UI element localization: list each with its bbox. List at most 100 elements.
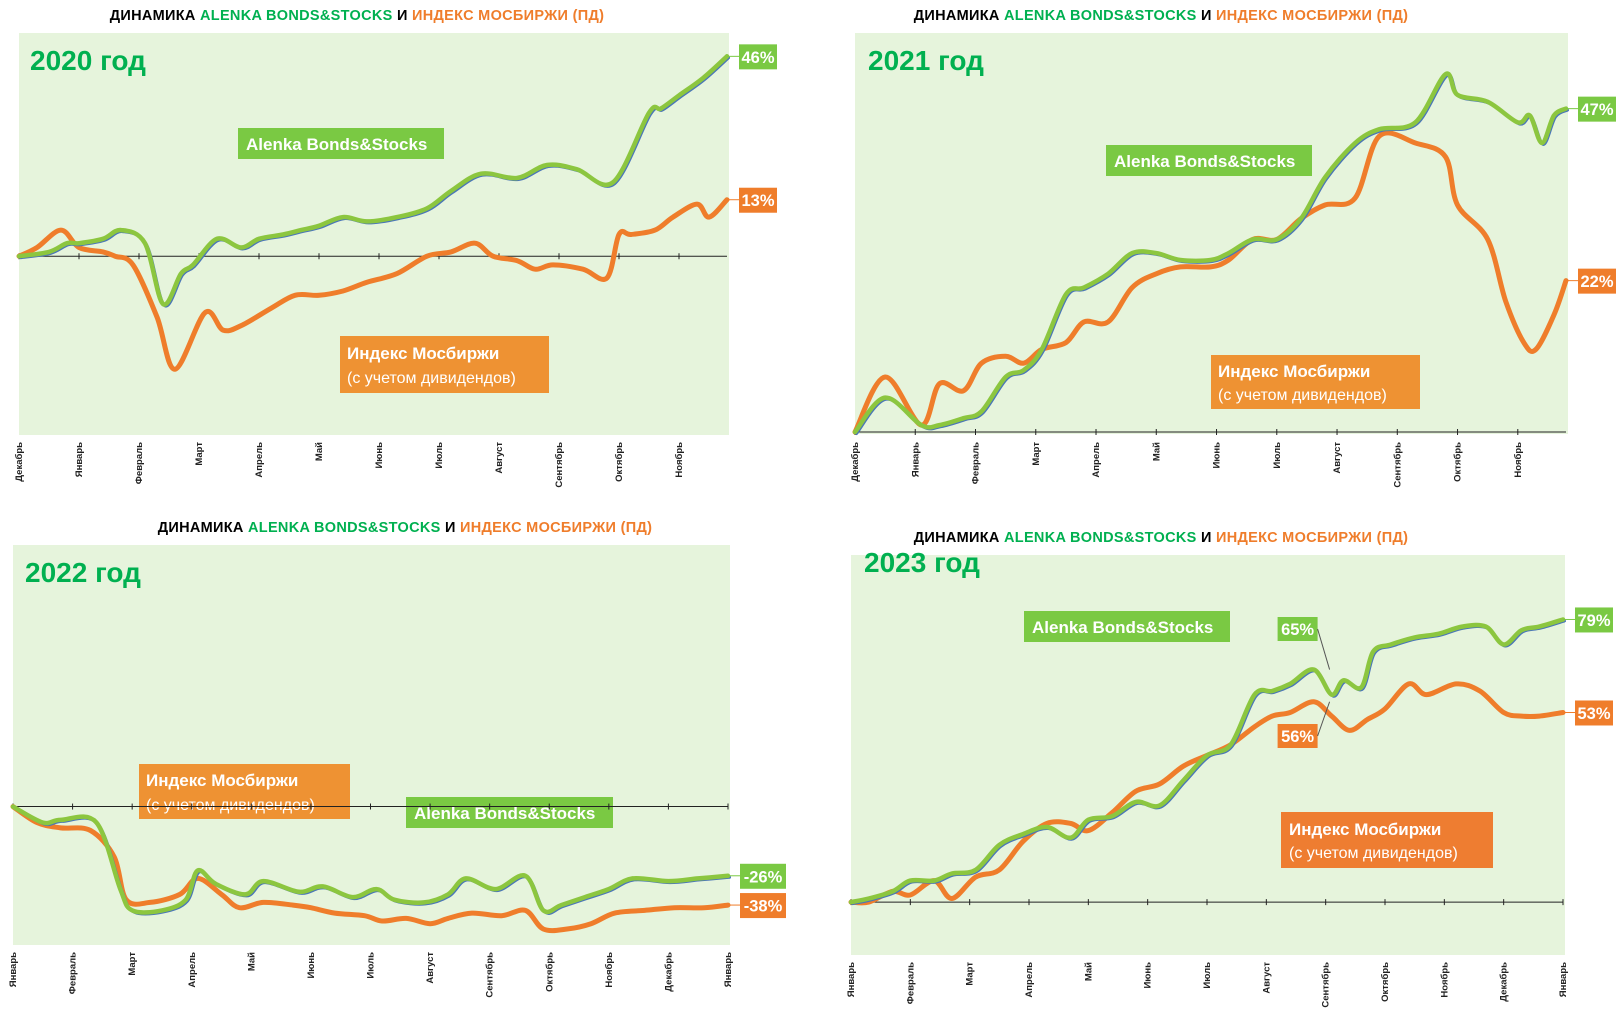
alenka-box-2021: Alenka Bonds&Stocks — [1106, 145, 1312, 176]
x-tick-label: Февраль — [68, 952, 79, 994]
index-label-2022: Индекс Мосбиржи — [146, 771, 298, 790]
x-tick-label: Октябрь — [1380, 962, 1391, 1002]
alenka-box-2023: Alenka Bonds&Stocks — [1024, 611, 1230, 642]
plot-area-2022 — [13, 545, 730, 945]
alenka-label-2020: Alenka Bonds&Stocks — [246, 135, 427, 154]
x-tick-label: Декабрь — [14, 442, 25, 482]
end-value-label: 22% — [1580, 273, 1613, 291]
x-tick-label: Апрель — [254, 442, 265, 478]
series-line-index — [16, 197, 730, 372]
x-tick-label: Июль — [1272, 442, 1283, 469]
index-sublabel-2023: (с учетом дивидендов) — [1289, 845, 1458, 862]
chart-title-2023: ДИНАМИКА ALENKA BONDS&STOCKS И ИНДЕКС МО… — [914, 530, 1408, 546]
year-label-2022: 2022 год — [25, 557, 141, 588]
x-tick-label: Март — [127, 952, 138, 976]
x-tick-label: Июнь — [374, 442, 385, 469]
end-value-label: 46% — [741, 49, 774, 67]
index-sublabel-2021: (с учетом дивидендов) — [1218, 387, 1387, 404]
x-tick-label: Сентябрь — [554, 442, 565, 488]
index-box-2020: Индекс Мосбиржи (с учетом дивидендов) — [340, 336, 549, 393]
x-tick-label: Февраль — [905, 962, 916, 1004]
year-label-2020: 2020 год — [30, 45, 146, 76]
index-box-2023: Индекс Мосбиржи (с учетом дивидендов) — [1281, 812, 1493, 868]
series-line-index — [852, 130, 1569, 435]
annotation-value: 56% — [1281, 728, 1314, 746]
x-tick-label: Январь — [846, 962, 857, 997]
x-tick-label: Май — [314, 442, 325, 461]
x-tick-label: Август — [1332, 442, 1343, 474]
annotation-alenka-peak: 65% — [1277, 617, 1331, 670]
end-value-label: 53% — [1577, 705, 1610, 723]
x-tick-label: Сентябрь — [1321, 962, 1332, 1008]
x-tick-label: Апрель — [1091, 442, 1102, 478]
x-tick-label: Май — [246, 952, 257, 971]
end-value-label: -38% — [744, 898, 783, 916]
index-box-2021: Индекс Мосбиржи (с учетом дивидендов) — [1211, 355, 1420, 409]
x-tick-label: Январь — [8, 952, 19, 987]
chart-title-2021: ДИНАМИКА ALENKA BONDS&STOCKS И ИНДЕКС МО… — [914, 8, 1408, 24]
end-tag-index: -38% — [728, 893, 786, 919]
x-tick-label: Март — [194, 442, 205, 466]
chart-panel-2023: ДИНАМИКА ALENKA BONDS&STOCKS И ИНДЕКС МО… — [846, 530, 1613, 1008]
x-tick-label: Ноябрь — [1513, 442, 1524, 478]
end-tag-alenka: -26% — [728, 863, 786, 889]
x-tick-label: Январь — [1558, 962, 1569, 997]
x-tick-label: Октябрь — [544, 952, 555, 992]
end-value-label: 47% — [1580, 101, 1613, 119]
index-label-2020: Индекс Мосбиржи — [347, 344, 499, 363]
series-line-alenka — [848, 617, 1566, 905]
x-tick-label: Февраль — [971, 442, 982, 484]
index-label-2021: Индекс Мосбиржи — [1218, 362, 1370, 381]
x-tick-label: Август — [425, 952, 436, 984]
x-tick-label: Ноябрь — [1439, 962, 1450, 998]
x-tick-label: Октябрь — [614, 442, 625, 482]
end-value-label: 79% — [1577, 612, 1610, 630]
x-tick-label: Январь — [723, 952, 734, 987]
x-tick-label: Ноябрь — [674, 442, 685, 478]
x-tick-label: Январь — [74, 442, 85, 477]
series-line-alenka — [852, 71, 1569, 435]
x-tick-label: Июнь — [1212, 442, 1223, 469]
x-tick-label: Сентябрь — [485, 952, 496, 998]
end-tag-index: 53% — [1563, 700, 1613, 726]
end-tag-alenka: 47% — [1566, 96, 1616, 122]
x-tick-label: Апрель — [1024, 962, 1035, 998]
annotation-index-peak: 56% — [1277, 701, 1331, 748]
x-tick-label: Октябрь — [1453, 442, 1464, 482]
x-tick-label: Сентябрь — [1392, 442, 1403, 488]
x-tick-label: Июль — [366, 952, 377, 979]
x-tick-label: Декабрь — [663, 952, 674, 992]
end-value-label: 13% — [741, 192, 774, 210]
x-tick-label: Декабрь — [1499, 962, 1510, 1002]
chart-panel-2021: ДИНАМИКА ALENKA BONDS&STOCKS И ИНДЕКС МО… — [850, 8, 1616, 488]
alenka-label-2023: Alenka Bonds&Stocks — [1032, 618, 1213, 637]
x-tick-label: Март — [1031, 442, 1042, 466]
x-tick-label: Июль — [1202, 962, 1213, 989]
x-tick-label: Декабрь — [850, 442, 861, 482]
x-tick-label: Февраль — [134, 442, 145, 484]
series-line-alenka — [10, 804, 731, 915]
chart-panel-2020: ДИНАМИКА ALENKA BONDS&STOCKS И ИНДЕКС МО… — [14, 8, 777, 488]
index-box-2022: Индекс Мосбиржи (с учетом дивидендов) — [139, 764, 350, 819]
index-label-2023: Индекс Мосбиржи — [1289, 820, 1441, 839]
x-tick-label: Май — [1151, 442, 1162, 461]
series-line-alenka — [16, 54, 730, 307]
chart-panel-2022: ДИНАМИКА ALENKA BONDS&STOCKS И ИНДЕКС МО… — [8, 520, 786, 998]
alenka-label-2022: Alenka Bonds&Stocks — [414, 804, 595, 823]
index-sublabel-2020: (с учетом дивидендов) — [347, 370, 516, 387]
chart-title-2022: ДИНАМИКА ALENKA BONDS&STOCKS И ИНДЕКС МО… — [158, 520, 652, 536]
x-tick-label: Январь — [910, 442, 921, 477]
alenka-box-2022: Alenka Bonds&Stocks — [406, 797, 613, 828]
x-tick-label: Май — [1083, 962, 1094, 981]
alenka-box-2020: Alenka Bonds&Stocks — [238, 128, 444, 159]
end-tag-alenka: 79% — [1563, 607, 1613, 633]
x-tick-label: Апрель — [187, 952, 198, 988]
alenka-label-2021: Alenka Bonds&Stocks — [1114, 152, 1295, 171]
chart-title-2020: ДИНАМИКА ALENKA BONDS&STOCKS И ИНДЕКС МО… — [110, 8, 604, 24]
x-tick-label: Март — [965, 962, 976, 986]
index-sublabel-2022: (с учетом дивидендов) — [146, 797, 315, 814]
annotation-value: 65% — [1281, 621, 1314, 639]
x-tick-label: Июнь — [306, 952, 317, 979]
x-tick-label: Июнь — [1143, 962, 1154, 989]
